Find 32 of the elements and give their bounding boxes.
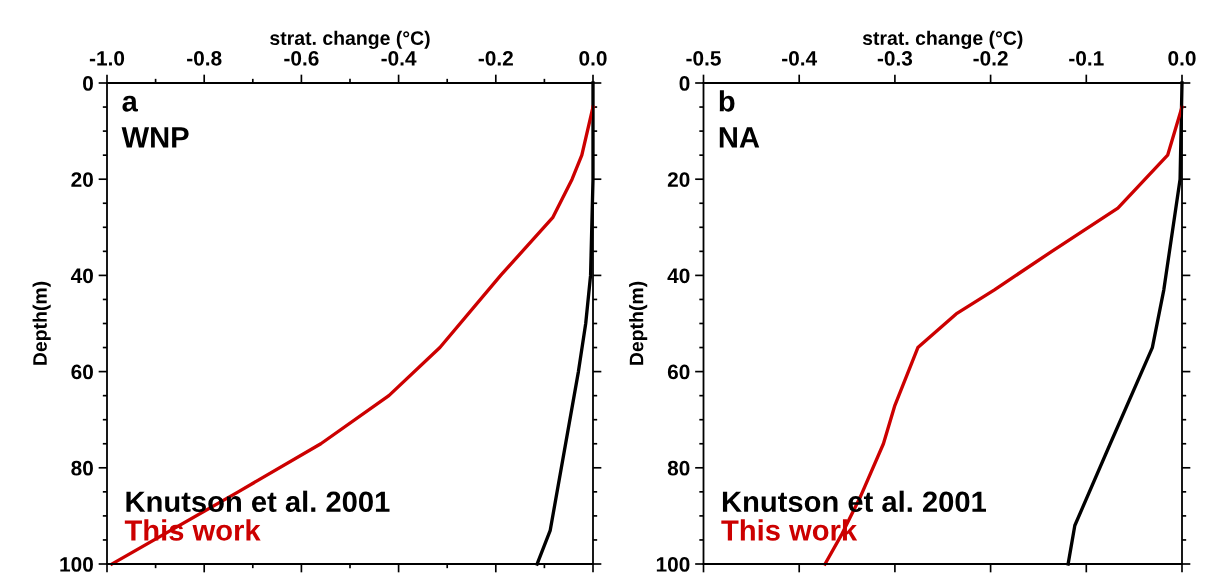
- y-tick-label: 80: [71, 460, 93, 476]
- y-tick-label: 20: [71, 172, 93, 187]
- annotation: WNP: [121, 127, 189, 148]
- y-tick-label: 40: [667, 268, 690, 284]
- y-tick-label: 0: [83, 76, 93, 91]
- y-axis-title: Depth(m): [629, 281, 648, 365]
- x-tick-label: -0.4: [381, 50, 417, 66]
- x-tick-label: -0.2: [973, 50, 1008, 66]
- x-tick-label: -0.5: [686, 50, 721, 66]
- x-tick-label: -0.6: [284, 50, 319, 66]
- x-tick-label: 0.0: [579, 50, 607, 66]
- y-tick-label: 60: [71, 364, 93, 380]
- x-tick-label: -0.8: [187, 50, 222, 66]
- x-tick-label: -0.1: [1069, 50, 1104, 66]
- x-tick-label: -0.4: [782, 50, 818, 66]
- y-axis-title: Depth(m): [32, 281, 51, 365]
- y-tick-label: 100: [60, 557, 93, 572]
- y-tick-label: 80: [667, 460, 690, 476]
- y-tick-label: 40: [70, 268, 93, 284]
- x-axis-title: strat. change (°C): [862, 30, 1023, 49]
- annotation: NA: [719, 127, 760, 148]
- x-tick-label: -0.2: [478, 50, 513, 66]
- y-tick-label: 20: [667, 172, 690, 187]
- x-axis-title: strat. change (°C): [270, 30, 430, 49]
- annotation: b: [719, 90, 735, 112]
- x-tick-label: 0.0: [1168, 50, 1196, 66]
- y-tick-label: 0: [679, 76, 690, 91]
- x-tick-label: -0.3: [877, 50, 913, 66]
- y-tick-label: 100: [656, 557, 690, 572]
- y-tick-label: 60: [667, 364, 690, 380]
- x-tick-label: -1.0: [89, 50, 125, 66]
- annotation: a: [122, 95, 138, 112]
